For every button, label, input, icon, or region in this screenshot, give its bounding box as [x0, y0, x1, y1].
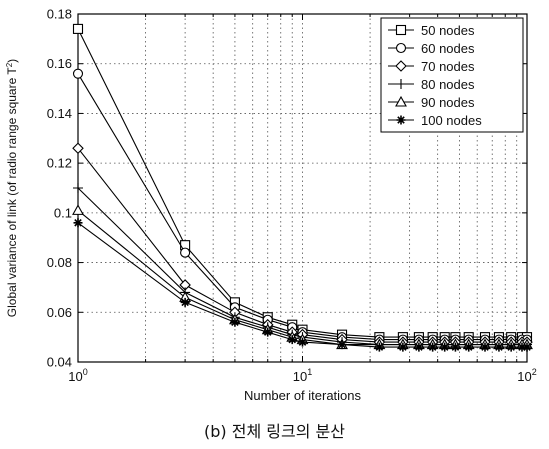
legend-label: 100 nodes [421, 113, 482, 128]
data-point [263, 327, 273, 337]
y-tick-label: 0.06 [47, 305, 72, 320]
data-point [398, 342, 408, 352]
x-tick-label: 102 [517, 367, 536, 384]
legend-label: 50 nodes [421, 23, 475, 38]
data-point [72, 23, 84, 34]
y-tick-label: 0.1 [54, 205, 72, 220]
legend-box [380, 17, 524, 133]
y-axis-label-end: ) [5, 59, 19, 63]
data-point [440, 342, 450, 352]
legend-label: 90 nodes [421, 95, 475, 110]
figure-caption: (b) 전체 링크의 분산 [204, 422, 345, 441]
legend-marker [395, 42, 407, 54]
series-100-nodes [73, 218, 532, 352]
y-axis-label-main: Global variance of link (of radio range … [5, 67, 19, 318]
data-point [494, 342, 504, 352]
data-point [517, 342, 527, 352]
legend-entry: 60 nodes [388, 41, 475, 56]
legend-marker [395, 24, 407, 36]
x-tick-label: 101 [293, 367, 312, 384]
y-tick-label: 0.12 [47, 156, 72, 171]
data-point [464, 342, 474, 352]
data-point [414, 342, 424, 352]
y-tick-label: 0.04 [47, 355, 72, 370]
data-point [337, 340, 347, 350]
data-point [230, 317, 240, 327]
y-tick-label: 0.16 [47, 56, 72, 71]
data-point [180, 297, 190, 307]
data-point [72, 68, 84, 79]
data-point [180, 247, 191, 258]
data-point [428, 342, 438, 352]
legend-entry: 80 nodes [388, 77, 475, 92]
legend-entry: 70 nodes [388, 59, 475, 74]
legend-marker [396, 115, 406, 125]
data-point [287, 335, 297, 345]
data-point [450, 342, 460, 352]
data-point [506, 342, 516, 352]
legend-entry: 90 nodes [388, 95, 475, 110]
data-point [480, 342, 490, 352]
data-point [73, 218, 83, 228]
legend-entry: 100 nodes [388, 113, 482, 128]
line-chart: 0.04 0.06 0.08 0.1 0.12 0.14 0.16 0.18 100 101 102… [5, 7, 537, 404]
data-point [298, 337, 307, 347]
y-tick-label: 0.08 [47, 255, 72, 270]
data-point [72, 142, 84, 155]
data-point [73, 183, 83, 193]
y-axis-label: Global variance of link (of radio range … [5, 59, 20, 317]
data-point [522, 342, 532, 352]
data-point [374, 342, 384, 352]
y-tick-label: 0.14 [47, 106, 72, 121]
legend-label: 70 nodes [421, 59, 475, 74]
legend-label: 60 nodes [421, 41, 475, 56]
legend-marker [395, 95, 407, 107]
legend: 50 nodes 60 nodes 70 nodes 80 nodes 90 nodes… [380, 17, 524, 133]
x-tick-label: 100 [68, 367, 87, 384]
y-axis-label-superscript: 2 [5, 62, 14, 67]
legend-label: 80 nodes [421, 77, 475, 92]
series-group [72, 23, 533, 352]
data-point [72, 204, 84, 215]
legend-marker [395, 60, 407, 72]
legend-marker [396, 79, 406, 89]
y-tick-label: 0.18 [47, 7, 72, 22]
legend-entry: 50 nodes [388, 23, 475, 38]
x-axis-label: Number of iterations [244, 388, 362, 403]
